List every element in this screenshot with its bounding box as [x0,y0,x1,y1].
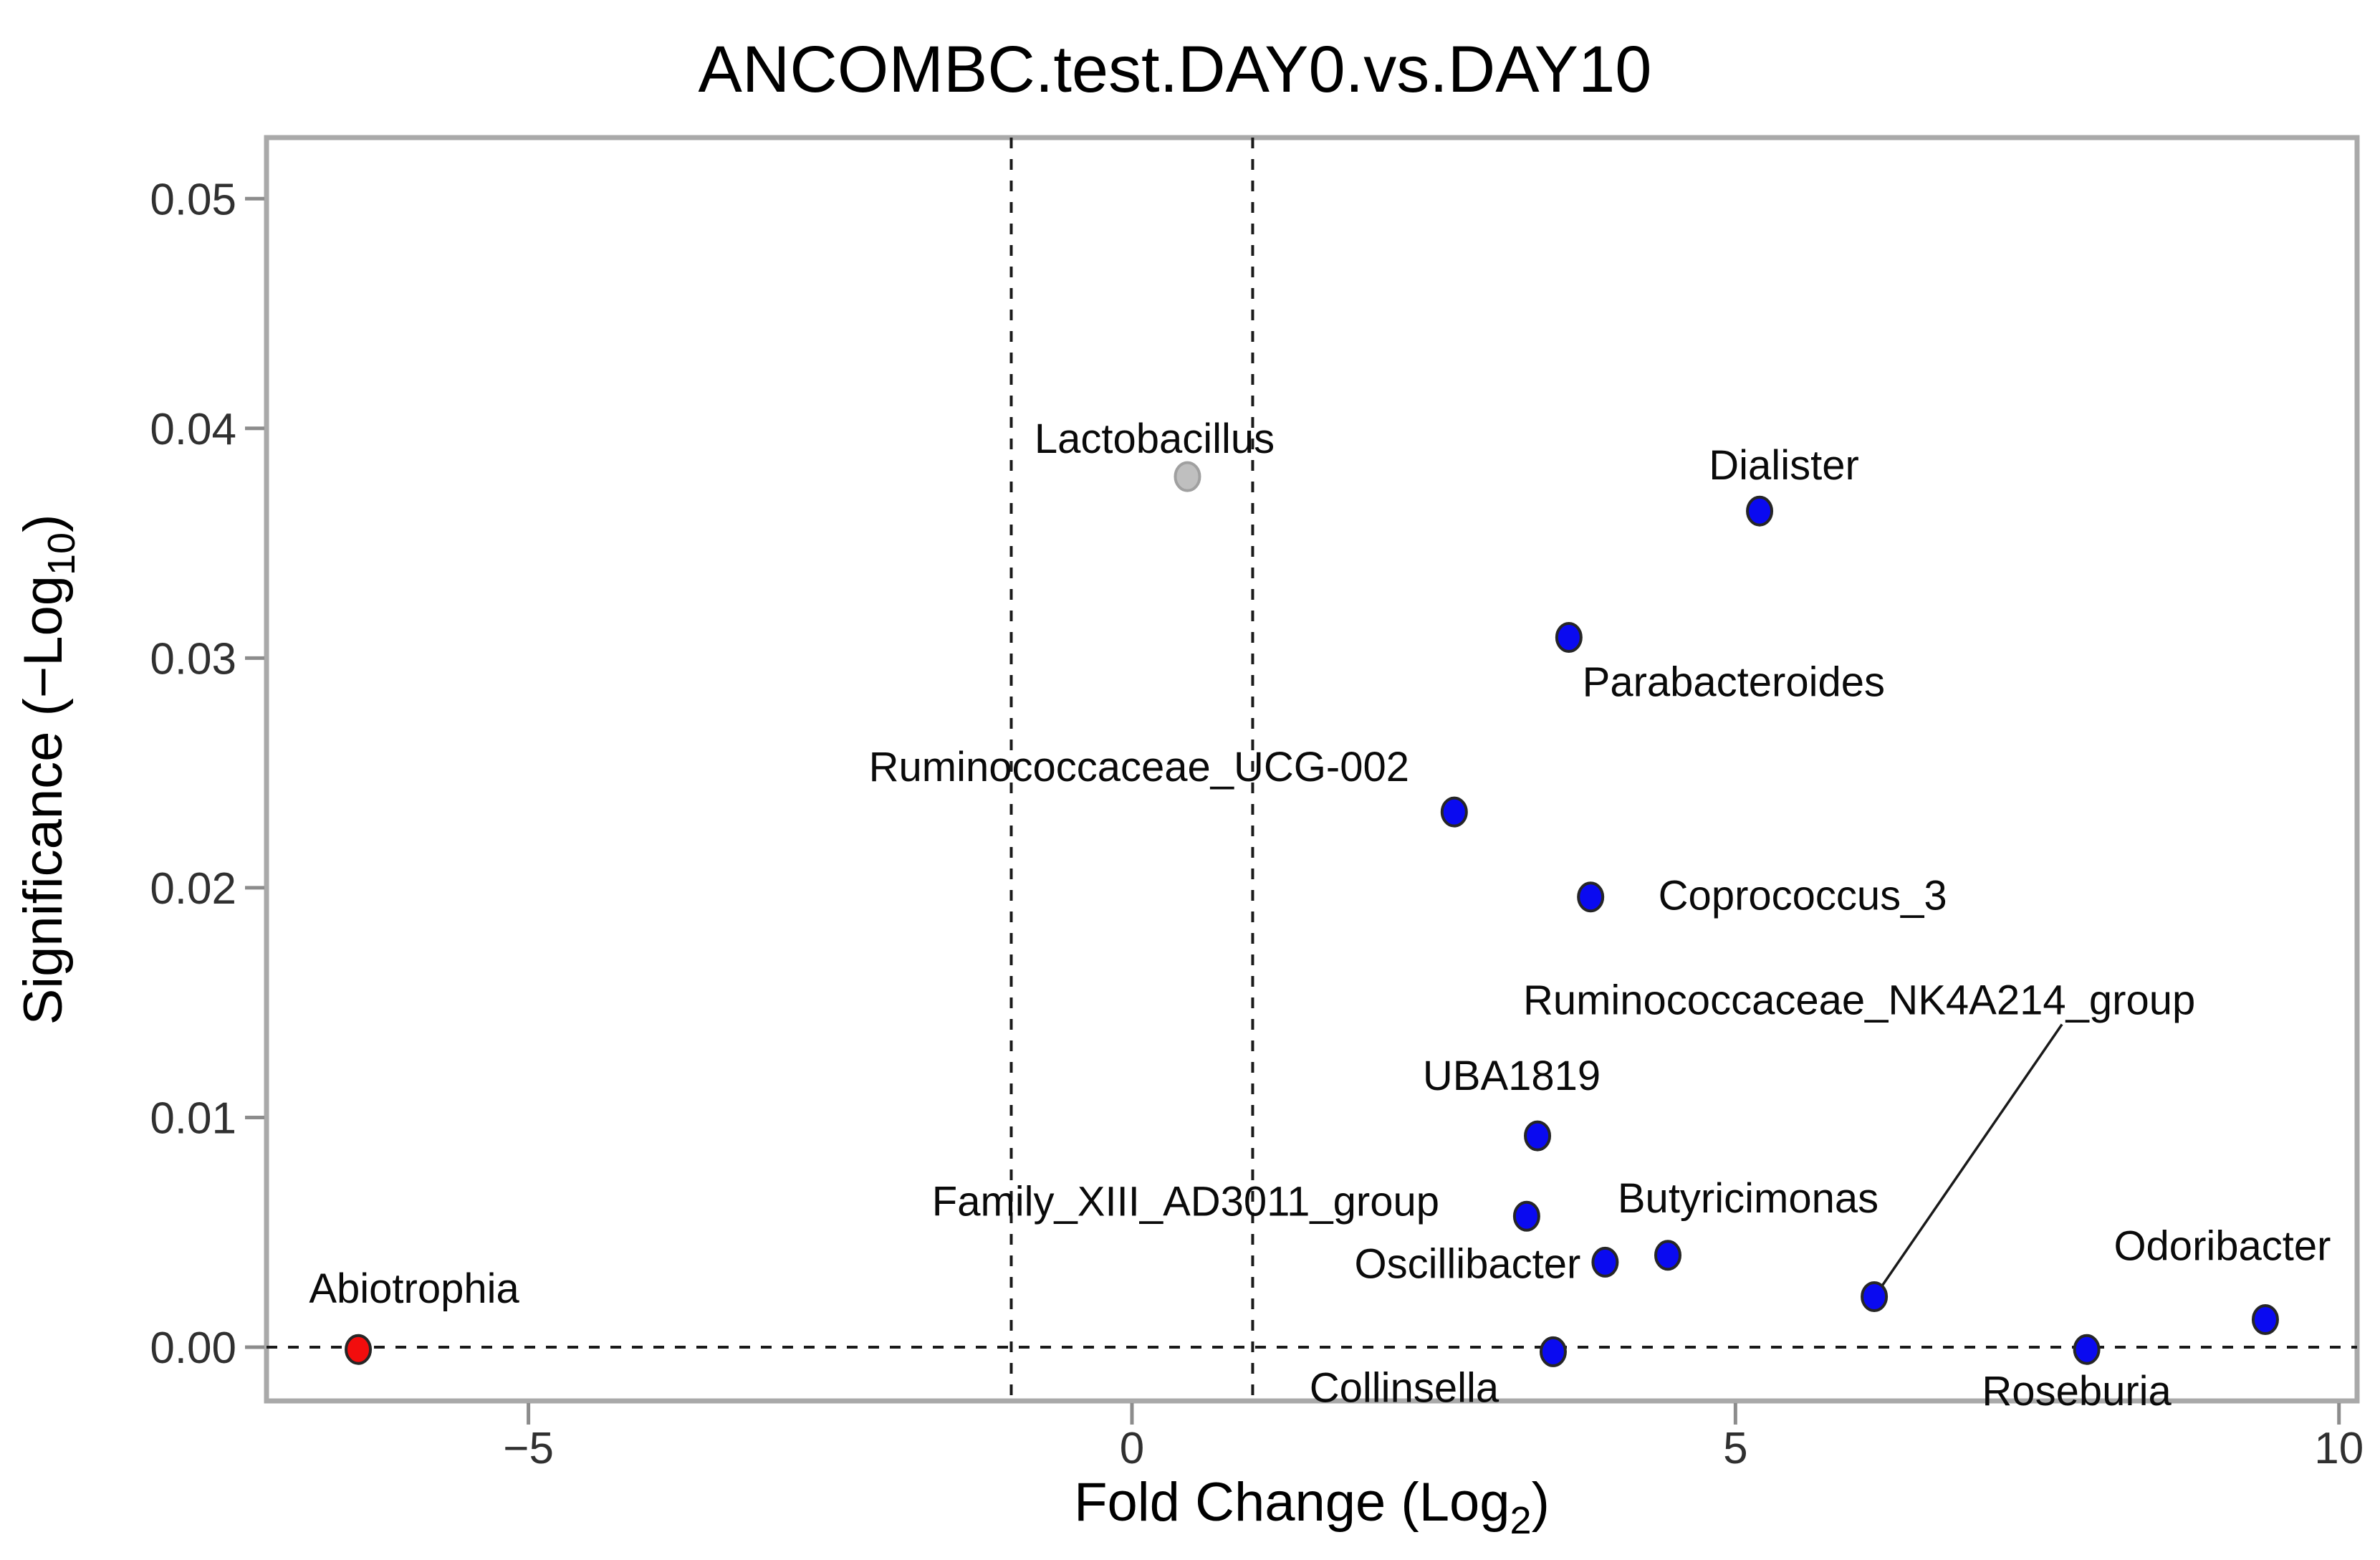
data-point [345,1334,373,1365]
data-point-labels: Abiotrophia Lactobacillus Ruminococcaceae_… [309,416,2331,1415]
point-label: Ruminococcaceae_NK4A214_group [1523,977,2195,1023]
point-label: Oscillibacter [1354,1240,1580,1287]
axis-title-text: Significance (−Log [13,575,74,1025]
point-label: Collinsella [1310,1364,1500,1411]
point-label: Roseburia [1982,1368,2172,1415]
point-label: Butyricimonas [1618,1175,1878,1222]
y-tick-label: 0.04 [150,405,236,454]
data-point [1539,1336,1567,1367]
data-point [2251,1304,2279,1336]
data-point [1577,881,1605,913]
point-label: Lactobacillus [1035,416,1275,462]
data-point [1591,1246,1619,1278]
data-point [1440,796,1468,828]
axis-title-subscript: 2 [1510,1499,1532,1542]
point-label: Ruminococcaceae_UCG-002 [869,744,1409,790]
y-tick-label: 0.01 [150,1094,236,1143]
x-tick-label: 5 [1723,1424,1747,1473]
data-point [1654,1240,1682,1271]
y-axis-title: Significance (−Log10) [13,515,83,1025]
data-point [1861,1281,1889,1312]
point-label: Odoribacter [2113,1223,2331,1270]
label-leader-lines [1877,1023,2063,1292]
data-point [2073,1334,2101,1365]
axis-ticks [245,196,2341,1425]
axis-title-text: ) [1532,1472,1550,1533]
axis-tick-labels: −5 0 5 10 0.00 0.01 0.02 0.03 0.04 0.05 [150,175,2364,1473]
x-tick-label: 10 [2314,1424,2364,1473]
point-label: Coprococcus_3 [1659,873,1947,919]
point-label: Dialister [1709,442,1859,489]
y-tick-label: 0.02 [150,864,236,914]
point-label: Parabacteroides [1583,659,1885,706]
x-axis-title: Fold Change (Log2) [1074,1472,1550,1542]
data-point [1512,1200,1540,1232]
axis-title-subscript: 10 [40,532,83,575]
y-tick-label: 0.03 [150,634,236,684]
data-point [1555,622,1583,654]
data-point [1524,1120,1552,1152]
threshold-lines [267,138,2357,1401]
data-point [1746,495,1774,527]
leader-line [1877,1023,2063,1292]
y-tick-label: 0.05 [150,175,236,224]
data-point [1174,461,1201,492]
axis-title-text: Fold Change (Log [1074,1472,1510,1533]
chart-title: ANCOMBC.test.DAY0.vs.DAY10 [699,33,1652,106]
y-tick-label: 0.00 [150,1324,236,1373]
plot-panel-layer [264,135,2360,1404]
point-label: Abiotrophia [309,1265,519,1312]
point-label: UBA1819 [1423,1053,1601,1099]
axis-title-text: ) [13,515,74,532]
plot-panel [264,135,2360,1404]
x-tick-label: −5 [503,1424,554,1473]
x-tick-label: 0 [1120,1424,1144,1473]
point-label: Family_XIII_AD3011_group [932,1178,1439,1225]
data-points [345,461,2279,1367]
